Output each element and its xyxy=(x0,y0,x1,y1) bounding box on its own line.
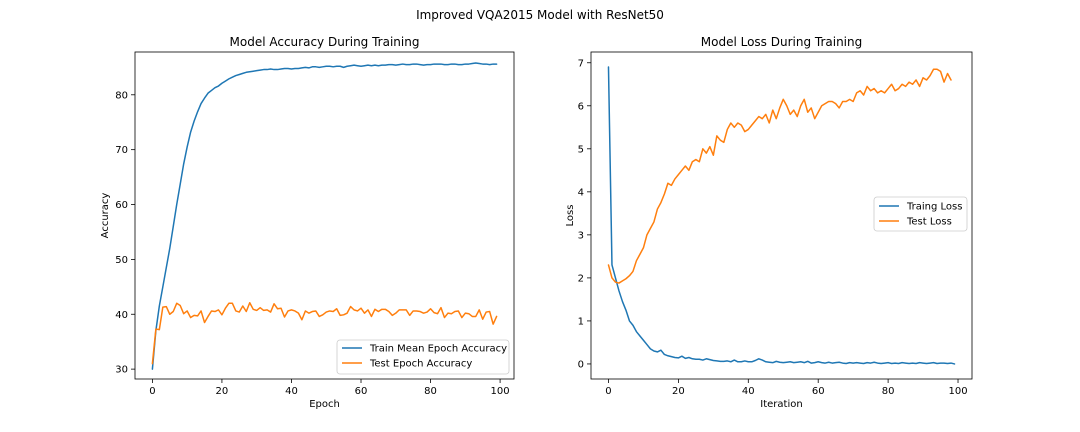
x-tick-label: 0 xyxy=(149,386,155,397)
y-tick-label: 3 xyxy=(578,230,584,241)
x-tick-label: 80 xyxy=(882,386,895,397)
loss-chart-title: Model Loss During Training xyxy=(701,35,862,49)
x-tick-label: 20 xyxy=(216,386,229,397)
figure-suptitle: Improved VQA2015 Model with ResNet50 xyxy=(416,8,664,22)
x-tick-label: 20 xyxy=(672,386,685,397)
series-line-test-loss xyxy=(607,68,952,284)
x-tick-label: 40 xyxy=(742,386,755,397)
series-line-traing-loss xyxy=(607,66,956,365)
accuracy-chart-title: Model Accuracy During Training xyxy=(230,35,420,49)
loss-chart: Model Loss During Training 0 20 40 60 80 100 0… xyxy=(565,35,973,410)
y-tick-label: 60 xyxy=(115,200,128,211)
legend-label-train-loss: Traing Loss xyxy=(906,202,962,213)
x-tick-label: 80 xyxy=(424,386,437,397)
legend-label-test-accuracy: Test Epoch Accuracy xyxy=(369,359,472,370)
legend-label-test-loss: Test Loss xyxy=(906,217,952,228)
y-tick-label: 30 xyxy=(115,365,128,376)
x-tick-label: 60 xyxy=(355,386,368,397)
accuracy-legend: Train Mean Epoch Accuracy Test Epoch Acc… xyxy=(336,339,510,375)
loss-y-axis-label: Loss xyxy=(565,205,576,227)
x-tick-label: 100 xyxy=(491,386,510,397)
loss-legend: Traing Loss Test Loss xyxy=(873,196,968,232)
x-tick-label: 0 xyxy=(605,386,611,397)
loss-x-axis-label: Iteration xyxy=(760,399,802,410)
legend-frame xyxy=(336,339,510,375)
y-tick-label: 6 xyxy=(578,101,584,112)
y-tick-label: 1 xyxy=(578,316,584,327)
x-tick-label: 40 xyxy=(285,386,298,397)
y-tick-label: 80 xyxy=(115,90,128,101)
series-line-train-mean-epoch-accuracy xyxy=(151,62,498,370)
y-tick-label: 7 xyxy=(578,58,584,69)
y-tick-label: 70 xyxy=(115,145,128,156)
y-tick-label: 40 xyxy=(115,310,128,321)
legend-label-train-accuracy: Train Mean Epoch Accuracy xyxy=(369,344,507,355)
x-tick-label: 60 xyxy=(812,386,825,397)
loss-plot-area xyxy=(590,51,973,380)
accuracy-plot-area xyxy=(134,51,515,380)
accuracy-y-axis-label: Accuracy xyxy=(100,193,111,239)
y-tick-label: 2 xyxy=(578,273,584,284)
series-line-test-epoch-accuracy xyxy=(151,301,498,365)
y-tick-label: 4 xyxy=(578,187,584,198)
accuracy-x-axis-label: Epoch xyxy=(309,399,340,410)
y-tick-label: 50 xyxy=(115,255,128,266)
x-tick-label: 100 xyxy=(948,386,967,397)
y-tick-label: 0 xyxy=(578,359,584,370)
y-tick-label: 5 xyxy=(578,144,584,155)
accuracy-chart: Model Accuracy During Training 0 20 40 60 80… xyxy=(100,35,515,410)
